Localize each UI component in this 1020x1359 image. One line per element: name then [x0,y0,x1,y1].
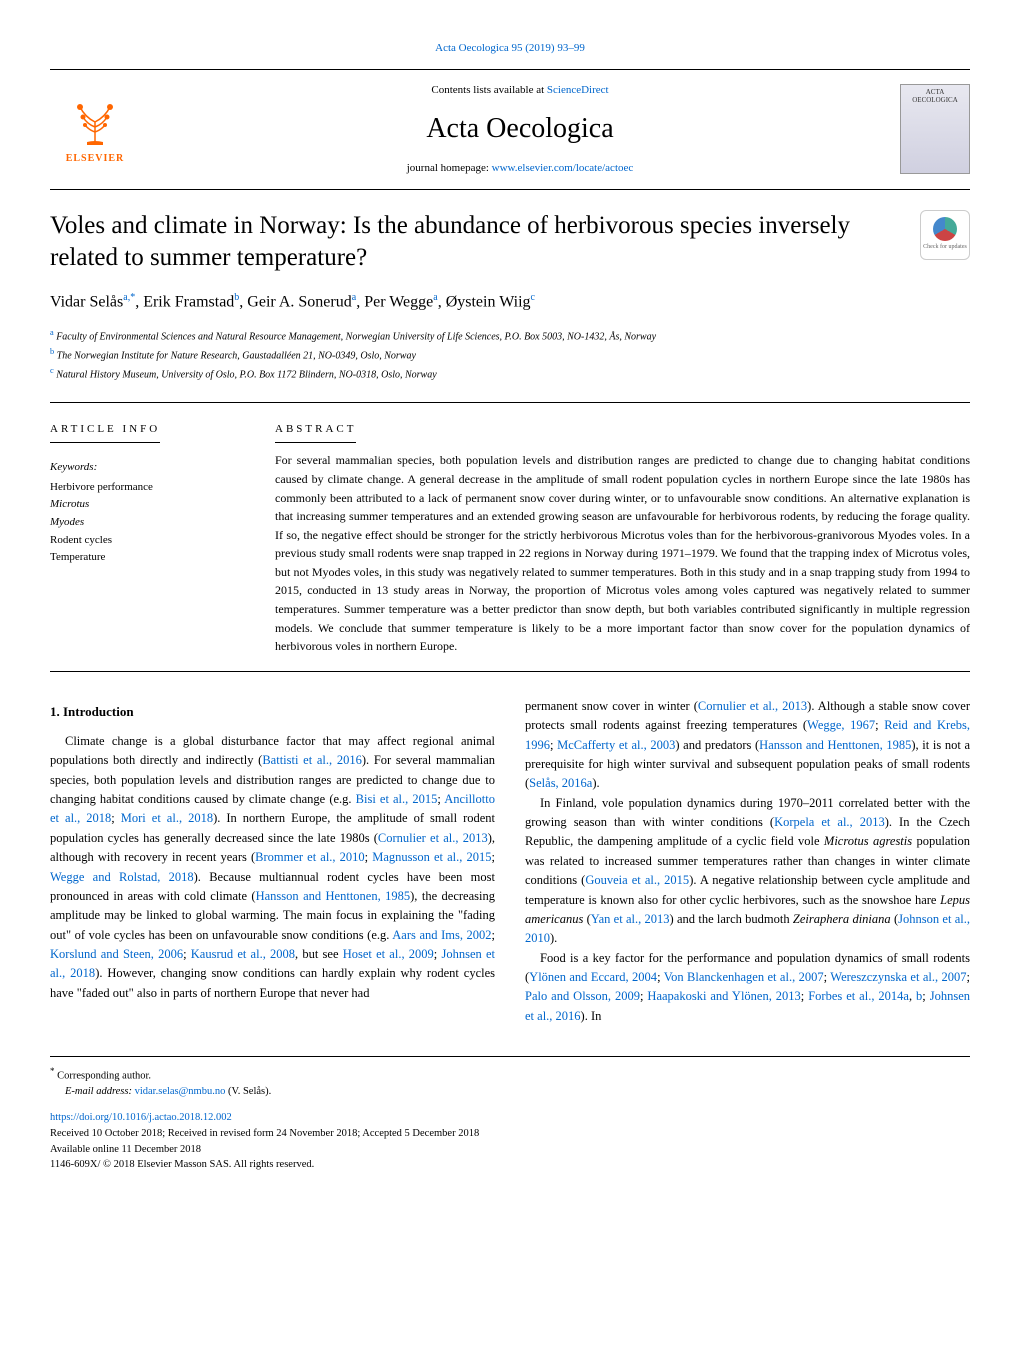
keyword: Temperature [50,549,225,567]
keywords-list: Herbivore performance Microtus Myodes Ro… [50,479,225,567]
homepage-link[interactable]: www.elsevier.com/locate/actoec [492,162,634,174]
journal-cover-thumbnail: ACTA OECOLOGICA [900,84,970,174]
sciencedirect-link[interactable]: ScienceDirect [547,84,609,96]
journal-header: ELSEVIER Contents lists available at Sci… [50,69,970,190]
homepage-prefix: journal homepage: [407,162,492,174]
check-updates-icon [933,217,957,241]
homepage-line: journal homepage: www.elsevier.com/locat… [140,160,900,177]
doi-line: https://doi.org/10.1016/j.actao.2018.12.… [50,1110,970,1126]
body-paragraph: Climate change is a global disturbance f… [50,732,495,1003]
publisher-name: ELSEVIER [66,151,125,166]
article-title: Voles and climate in Norway: Is the abun… [50,210,920,275]
abstract-label: ABSTRACT [275,421,356,444]
check-updates-badge[interactable]: Check for updates [920,210,970,260]
corresponding-author: * Corresponding author. [50,1065,970,1084]
keyword: Rodent cycles [50,532,225,550]
journal-name: Acta Oecologica [140,108,900,150]
abstract-column: ABSTRACT For several mammalian species, … [250,418,970,656]
check-updates-label: Check for updates [923,243,967,252]
cover-title: ACTA OECOLOGICA [905,89,965,104]
available-online: Available online 11 December 2018 [50,1142,970,1158]
email-suffix: (V. Selås). [225,1086,271,1097]
contents-prefix: Contents lists available at [431,84,546,96]
body-paragraph: permanent snow cover in winter (Cornulie… [525,697,970,794]
copyright-line: 1146-609X/ © 2018 Elsevier Masson SAS. A… [50,1157,970,1173]
affiliation-a: a Faculty of Environmental Sciences and … [50,326,970,345]
journal-citation: Acta Oecologica 95 (2019) 93–99 [50,40,970,57]
section-heading-intro: 1. Introduction [50,702,495,722]
keyword: Myodes [50,514,225,532]
received-dates: Received 10 October 2018; Received in re… [50,1126,970,1142]
keyword: Microtus [50,496,225,514]
doi-link[interactable]: https://doi.org/10.1016/j.actao.2018.12.… [50,1112,232,1123]
authors-list: Vidar Selåsa,*, Erik Framstadb, Geir A. … [50,290,970,314]
body-paragraph: In Finland, vole population dynamics dur… [525,794,970,949]
main-body: 1. Introduction Climate change is a glob… [50,697,970,1026]
author-email-link[interactable]: vidar.selas@nmbu.no [135,1086,226,1097]
email-line: E-mail address: vidar.selas@nmbu.no (V. … [50,1084,970,1100]
keyword: Herbivore performance [50,479,225,497]
abstract-text: For several mammalian species, both popu… [275,451,970,656]
affiliations: a Faculty of Environmental Sciences and … [50,326,970,384]
publisher-logo: ELSEVIER [50,84,140,174]
affiliation-b: b The Norwegian Institute for Nature Res… [50,345,970,364]
keywords-label: Keywords: [50,459,225,476]
article-footer: * Corresponding author. E-mail address: … [50,1056,970,1173]
email-label: E-mail address: [65,1086,135,1097]
article-info-label: ARTICLE INFO [50,421,160,444]
contents-line: Contents lists available at ScienceDirec… [140,82,900,99]
elsevier-tree-icon [65,92,125,147]
body-paragraph: Food is a key factor for the performance… [525,949,970,1027]
article-info-column: ARTICLE INFO Keywords: Herbivore perform… [50,418,250,656]
affiliation-c: c Natural History Museum, University of … [50,364,970,383]
